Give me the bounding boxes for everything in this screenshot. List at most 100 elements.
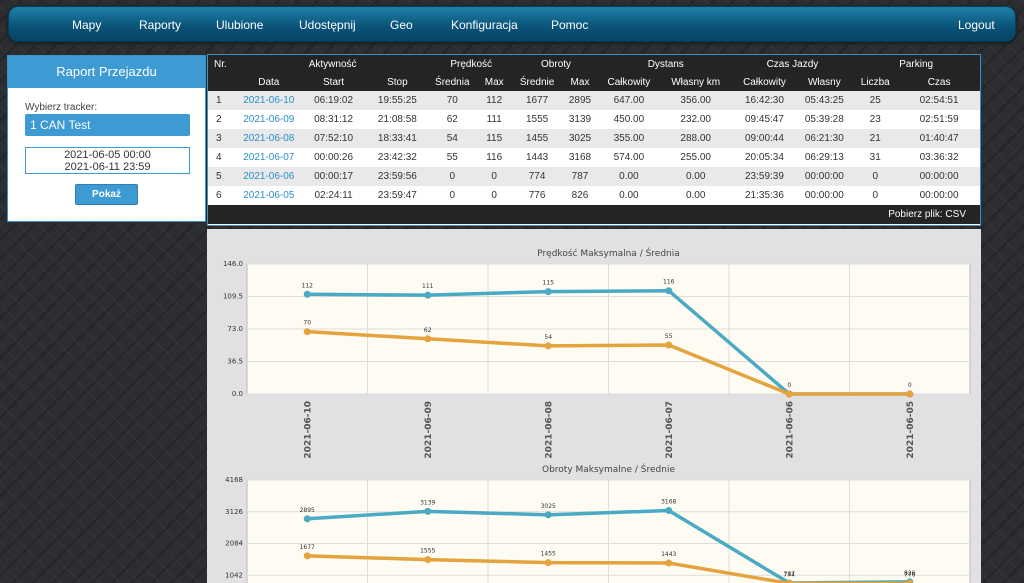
y-tick-label: 4168	[225, 476, 243, 484]
data-point	[665, 287, 673, 295]
data-label: 1443	[661, 551, 676, 558]
data-point	[785, 579, 793, 583]
table-cell: 1555	[513, 110, 562, 129]
tracker-select[interactable]: 1 CAN Test	[25, 114, 190, 136]
data-point	[424, 507, 432, 515]
charts-svg: Prędkość Maksymalna / Średnia 0.0 36.5 73.0…	[223, 247, 971, 583]
data-label: 55	[665, 333, 673, 340]
col-sub-header: Średnie	[513, 73, 562, 91]
table-cell: 356.00	[658, 91, 733, 110]
table-cell: 00:00:26	[301, 148, 366, 167]
table-cell: 05:43:25	[796, 91, 853, 110]
table-cell: 0	[852, 186, 899, 205]
date-range-input[interactable]: 2021-06-05 00:00 2021-06-11 23:59	[25, 147, 190, 174]
table-cell: 255.00	[658, 148, 733, 167]
table-cell: 774	[513, 167, 562, 186]
table-cell: 826	[561, 186, 599, 205]
table-row: 3 2021-06-08 07:52:10 18:33:41 54 115 1455 3025…	[208, 129, 980, 148]
col-sub-header: Całkowity	[732, 73, 797, 91]
table-cell: 1455	[513, 129, 562, 148]
table-row: 1 2021-06-10 06:19:02 19:55:25 70 112 1677 2895…	[208, 91, 980, 110]
data-point	[906, 579, 914, 583]
nav-item-mapy[interactable]: Mapy	[72, 18, 102, 32]
table-cell: 0	[475, 167, 514, 186]
nav-item-geo[interactable]: Geo	[390, 18, 413, 32]
table-cell: 06:21:30	[796, 129, 853, 148]
table-cell: 574.00	[598, 148, 659, 167]
data-label: 0	[908, 382, 912, 389]
nav-item-ulubione[interactable]: Ulubione	[216, 18, 264, 32]
row-date-link[interactable]: 2021-06-05	[235, 186, 302, 205]
nav-item-udostepnij[interactable]: Udostępnij	[299, 18, 356, 32]
data-point	[544, 559, 552, 567]
table-cell: 54	[429, 129, 476, 148]
table-cell: 25	[852, 91, 899, 110]
col-sub-header: Całkowity	[598, 73, 659, 91]
table-cell: 3	[208, 129, 236, 148]
col-sub-header: Max	[561, 73, 599, 91]
col-sub-header: Data	[235, 73, 302, 91]
table-group-header-row: Nr. Aktywność Prędkość Obroty Dystans Cz…	[208, 55, 980, 73]
series-line	[307, 329, 910, 396]
row-date-link[interactable]: 2021-06-10	[235, 91, 302, 110]
logout-link[interactable]: Logout	[958, 18, 995, 32]
data-label: 774	[784, 571, 796, 578]
table-cell: 02:51:59	[898, 110, 980, 129]
table-cell: 00:00:00	[898, 186, 980, 205]
table-cell: 3025	[561, 129, 599, 148]
nav-item-konfiguracja[interactable]: Konfiguracja	[451, 18, 518, 32]
data-point	[424, 335, 432, 343]
table-cell: 0.00	[658, 186, 733, 205]
table-cell: 776	[513, 186, 562, 205]
data-label: 115	[543, 280, 555, 287]
panel-title: Raport Przejazdu	[8, 56, 205, 88]
col-sub-header: Średnia	[429, 73, 476, 91]
table-cell: 355.00	[598, 129, 659, 148]
y-tick-label: 73.0	[227, 325, 243, 333]
table-cell: 3168	[561, 148, 599, 167]
table-cell: 1443	[513, 148, 562, 167]
table-cell: 21:08:58	[365, 110, 430, 129]
col-group-czas-jazdy: Czas Jazdy	[732, 55, 853, 73]
data-label: 54	[544, 334, 552, 341]
table-cell: 232.00	[658, 110, 733, 129]
table-cell: 02:54:51	[898, 91, 980, 110]
data-label: 62	[424, 327, 432, 334]
table-cell: 18:33:41	[365, 129, 430, 148]
table-cell: 03:36:32	[898, 148, 980, 167]
show-button[interactable]: Pokaż	[75, 184, 138, 205]
table-cell: 06:29:13	[796, 148, 853, 167]
chart-title: Prędkość Maksymalna / Średnia	[537, 247, 680, 259]
data-point	[665, 559, 673, 567]
table-cell: 23:59:39	[732, 167, 797, 186]
nav-item-pomoc[interactable]: Pomoc	[551, 18, 589, 32]
table-cell: 23:59:47	[365, 186, 430, 205]
data-point	[303, 328, 311, 336]
col-group-predkosc: Prędkość	[429, 55, 514, 73]
row-date-link[interactable]: 2021-06-06	[235, 167, 302, 186]
row-date-link[interactable]: 2021-06-08	[235, 129, 302, 148]
data-point	[906, 390, 914, 398]
nav-item-raporty[interactable]: Raporty	[139, 18, 182, 32]
data-label: 111	[422, 283, 434, 290]
data-label: 787	[784, 571, 796, 578]
report-table-container: Nr. Aktywność Prędkość Obroty Dystans Cz…	[207, 54, 981, 226]
date-to: 2021-06-11 23:59	[64, 161, 151, 173]
table-cell: 31	[852, 148, 899, 167]
row-date-link[interactable]: 2021-06-09	[235, 110, 302, 129]
y-tick-label: 109.5	[223, 293, 243, 301]
row-date-link[interactable]: 2021-06-07	[235, 148, 302, 167]
table-cell: 08:31:12	[301, 110, 366, 129]
table-sub-header-row: Data Start Stop Średnia Max Średnie Max Całkowi…	[208, 73, 980, 91]
table-cell: 06:19:02	[301, 91, 366, 110]
table-cell: 0	[429, 186, 476, 205]
table-cell: 0	[429, 167, 476, 186]
table-cell: 00:00:00	[796, 167, 853, 186]
table-cell: 20:05:34	[732, 148, 797, 167]
table-cell: 787	[561, 167, 599, 186]
table-cell: 5	[208, 167, 236, 186]
table-cell: 116	[475, 148, 514, 167]
download-csv-link[interactable]: Pobierz plik: CSV	[208, 205, 980, 224]
table-cell: 23	[852, 110, 899, 129]
table-cell: 02:24:11	[301, 186, 366, 205]
